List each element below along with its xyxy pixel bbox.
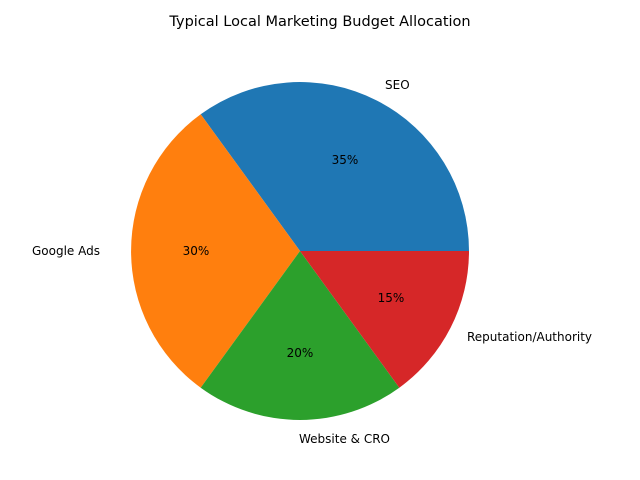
label-website-cro: Website & CRO <box>299 432 390 446</box>
slice-seo <box>200 82 469 251</box>
label-reputation-authority: Reputation/Authority <box>467 330 592 344</box>
pct-website-cro: 20% <box>287 346 314 360</box>
slice-google-ads <box>131 114 300 388</box>
slice-reputation-authority <box>300 251 469 388</box>
pie-slices <box>131 82 469 420</box>
chart-title: Typical Local Marketing Budget Allocatio… <box>169 14 471 30</box>
percent-labels: 35% 30% 20% 15% <box>183 153 405 360</box>
pct-reputation-authority: 15% <box>378 291 405 305</box>
label-seo: SEO <box>385 78 410 92</box>
pct-google-ads: 30% <box>183 244 210 258</box>
category-labels: SEO Google Ads Website & CRO Reputation/… <box>32 78 592 446</box>
pct-seo: 35% <box>332 153 359 167</box>
label-google-ads: Google Ads <box>32 244 100 258</box>
slice-website-cro <box>200 251 400 420</box>
